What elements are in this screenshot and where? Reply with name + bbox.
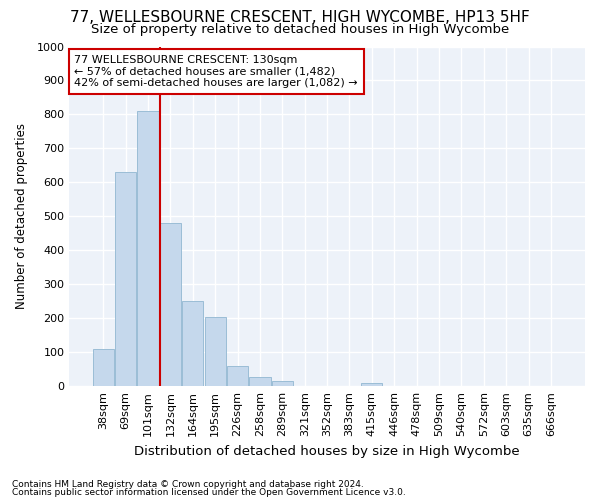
- Y-axis label: Number of detached properties: Number of detached properties: [15, 124, 28, 310]
- Text: 77, WELLESBOURNE CRESCENT, HIGH WYCOMBE, HP13 5HF: 77, WELLESBOURNE CRESCENT, HIGH WYCOMBE,…: [70, 10, 530, 25]
- Bar: [227, 366, 248, 386]
- Bar: [137, 111, 158, 386]
- Bar: [272, 381, 293, 386]
- Text: Contains HM Land Registry data © Crown copyright and database right 2024.: Contains HM Land Registry data © Crown c…: [12, 480, 364, 489]
- Bar: [361, 383, 382, 386]
- Bar: [250, 376, 271, 386]
- Bar: [205, 316, 226, 386]
- Text: Size of property relative to detached houses in High Wycombe: Size of property relative to detached ho…: [91, 22, 509, 36]
- Bar: [115, 172, 136, 386]
- Bar: [92, 349, 114, 386]
- Text: 77 WELLESBOURNE CRESCENT: 130sqm
← 57% of detached houses are smaller (1,482)
42: 77 WELLESBOURNE CRESCENT: 130sqm ← 57% o…: [74, 55, 358, 88]
- Text: Contains public sector information licensed under the Open Government Licence v3: Contains public sector information licen…: [12, 488, 406, 497]
- Bar: [160, 223, 181, 386]
- Bar: [182, 302, 203, 386]
- X-axis label: Distribution of detached houses by size in High Wycombe: Distribution of detached houses by size …: [134, 444, 520, 458]
